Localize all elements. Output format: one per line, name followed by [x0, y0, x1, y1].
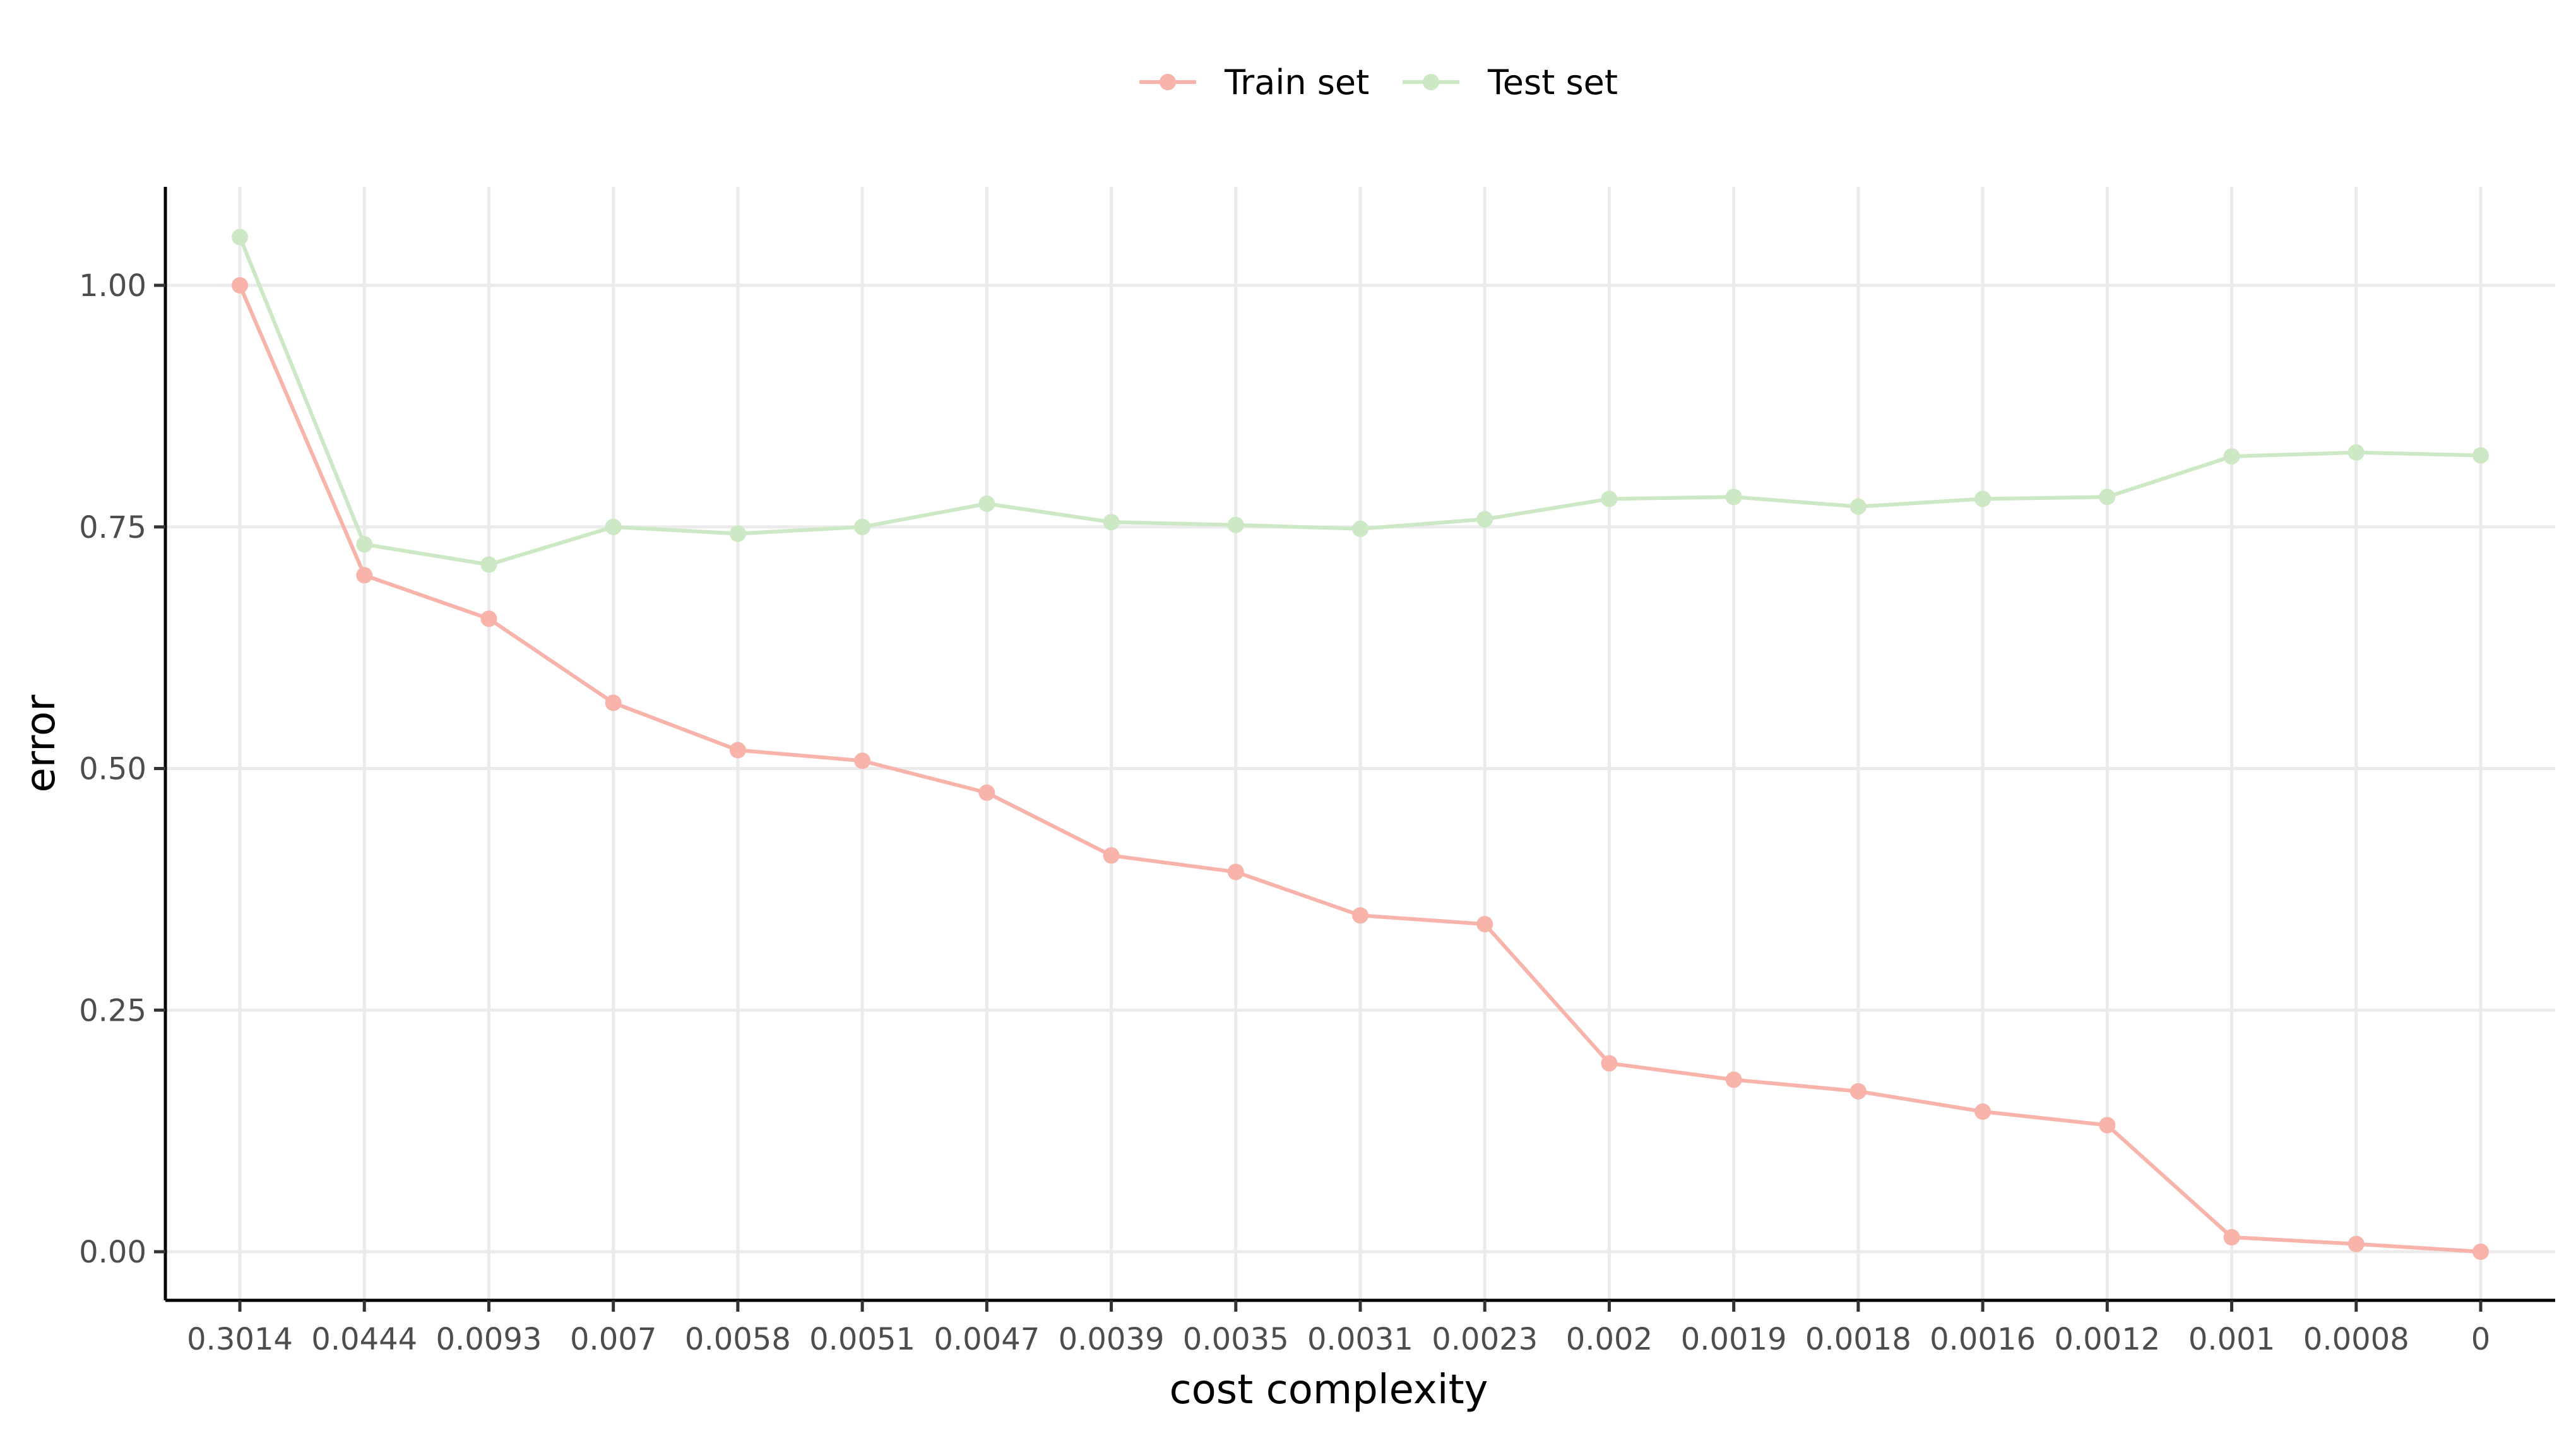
data-point [1476, 511, 1493, 528]
data-point [1601, 1055, 1618, 1072]
x-tick-label: 0.002 [1566, 1322, 1653, 1357]
data-point [1103, 514, 1120, 531]
data-point [1849, 1083, 1867, 1100]
x-tick-label: 0.0008 [2303, 1322, 2409, 1357]
data-point [2223, 1229, 2240, 1246]
data-point [1352, 907, 1368, 924]
data-point [1849, 498, 1867, 515]
data-point [2223, 448, 2240, 465]
legend-label: Train set [1224, 62, 1369, 102]
data-point [1974, 1103, 1991, 1120]
x-tick-label: 0.0019 [1681, 1322, 1787, 1357]
data-point [480, 610, 497, 627]
data-point [729, 742, 746, 759]
y-tick-label: 0.50 [79, 752, 146, 787]
data-point [1352, 520, 1368, 537]
data-point [1974, 490, 1991, 508]
data-point [2347, 1235, 2365, 1252]
series-test-set [232, 229, 2489, 573]
data-point [1725, 1071, 1742, 1088]
y-tick-label: 1.00 [79, 268, 146, 304]
data-point [605, 518, 622, 535]
x-tick-label: 0.0047 [934, 1322, 1040, 1357]
x-tick-label: 0.0039 [1059, 1322, 1165, 1357]
legend: Train set Test set [1139, 62, 1618, 102]
x-tick-label: 0.0031 [1307, 1322, 1413, 1357]
x-tick-label: 0.0016 [1930, 1322, 2036, 1357]
x-tick-label: 0 [2471, 1322, 2491, 1357]
data-point [2472, 447, 2489, 464]
data-point [356, 567, 373, 584]
data-point [978, 784, 995, 801]
data-point [2099, 489, 2116, 506]
x-tick-label: 0.0012 [2054, 1322, 2160, 1357]
data-point [1476, 915, 1493, 932]
data-point [1227, 864, 1244, 881]
x-tick-label: 0.0444 [311, 1322, 417, 1357]
x-tick-label: 0.0093 [436, 1322, 542, 1357]
data-point [2099, 1117, 2116, 1134]
x-axis-ticks: 0.3014 0.0444 0.0093 0.007 0.0058 0.0051 0.004… [187, 1300, 2490, 1357]
y-axis-ticks: 0.00 0.25 0.50 0.75 1.00 [79, 268, 165, 1270]
y-tick-label: 0.75 [79, 510, 146, 545]
y-tick-label: 0.25 [79, 993, 146, 1028]
data-point [729, 525, 746, 542]
legend-key-point [1160, 74, 1176, 90]
x-axis-title: cost complexity [1169, 1367, 1488, 1413]
legend-key-point [1423, 74, 1439, 90]
data-point [232, 277, 248, 294]
series-train-set [232, 277, 2489, 1260]
data-point [978, 496, 995, 513]
y-axis-title: error [18, 694, 64, 793]
data-point [2347, 444, 2365, 461]
grid-lines [165, 187, 2555, 1300]
data-point [1725, 489, 1742, 506]
x-tick-label: 0.3014 [187, 1322, 293, 1357]
data-point [356, 536, 373, 553]
x-tick-label: 0.0018 [1805, 1322, 1911, 1357]
data-point [480, 556, 497, 573]
x-tick-label: 0.0023 [1432, 1322, 1538, 1357]
data-series [232, 229, 2489, 1260]
data-point [854, 518, 871, 535]
x-tick-label: 0.0051 [809, 1322, 915, 1357]
x-tick-label: 0.0058 [685, 1322, 791, 1357]
data-point [1227, 516, 1244, 533]
legend-label: Test set [1487, 62, 1618, 102]
data-point [232, 229, 248, 246]
data-point [2472, 1244, 2489, 1260]
data-point [1601, 490, 1618, 508]
data-point [854, 752, 871, 769]
data-point [605, 694, 622, 711]
x-tick-label: 0.0035 [1183, 1322, 1289, 1357]
y-tick-label: 0.00 [79, 1235, 146, 1270]
data-point [1103, 847, 1120, 864]
x-tick-label: 0.007 [570, 1322, 656, 1357]
x-tick-label: 0.001 [2188, 1322, 2275, 1357]
